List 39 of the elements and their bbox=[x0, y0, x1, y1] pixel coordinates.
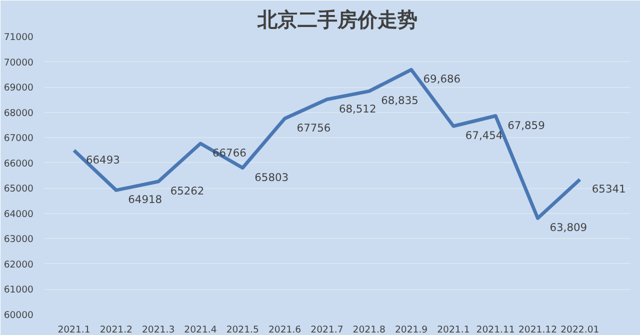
x-tick-label: 2021.8 bbox=[352, 324, 386, 335]
x-tick-label: 2021.12 bbox=[518, 324, 558, 335]
x-tick-label: 2022.01 bbox=[560, 324, 600, 335]
x-tick-label: 2021.6 bbox=[268, 324, 302, 335]
line-series bbox=[72, 68, 582, 220]
x-tick-label: 2021.5 bbox=[226, 324, 260, 335]
x-tick-label: 2021.7 bbox=[310, 324, 344, 335]
y-tick-label: 71000 bbox=[4, 32, 34, 43]
x-tick-label: 2021.2 bbox=[100, 324, 132, 335]
x-tick-label: 2021.9 bbox=[394, 324, 428, 335]
x-tick-label: 2021.1 bbox=[58, 324, 90, 335]
chart-title: 北京二手房价走势 bbox=[256, 8, 418, 32]
data-label: 67,859 bbox=[508, 118, 546, 132]
data-label: 64918 bbox=[128, 193, 162, 206]
data-label: 63,809 bbox=[550, 221, 588, 234]
x-tick-label: 2021.11 bbox=[476, 324, 515, 335]
x-tick-label: 2021.1 bbox=[437, 324, 470, 335]
data-label: 68,512 bbox=[338, 102, 376, 116]
data-label: 65341 bbox=[592, 182, 626, 196]
y-tick-label: 64000 bbox=[4, 208, 34, 220]
y-tick-label: 63000 bbox=[4, 234, 34, 246]
data-label: 67756 bbox=[296, 121, 331, 134]
data-label: 68,835 bbox=[381, 94, 418, 108]
y-tick-label: 67000 bbox=[4, 133, 34, 144]
y-tick-label: 65000 bbox=[4, 184, 34, 195]
x-tick-label: 2021.3 bbox=[142, 324, 175, 335]
x-tick-label: 2021.4 bbox=[184, 324, 217, 335]
y-tick-label: 68000 bbox=[4, 108, 34, 119]
y-tick-label: 69000 bbox=[4, 82, 34, 94]
y-tick-label: 61000 bbox=[4, 284, 34, 296]
y-tick-label: 62000 bbox=[4, 259, 34, 270]
data-label: 67,454 bbox=[465, 129, 503, 142]
y-tick-label: 66000 bbox=[4, 158, 34, 170]
y-tick-label: 60000 bbox=[4, 310, 34, 321]
data-label: 65262 bbox=[170, 184, 204, 198]
data-label: 65803 bbox=[254, 170, 289, 184]
y-tick-label: 70000 bbox=[4, 57, 34, 68]
data-label: 66493 bbox=[86, 153, 120, 166]
data-label: 69,686 bbox=[423, 72, 461, 86]
